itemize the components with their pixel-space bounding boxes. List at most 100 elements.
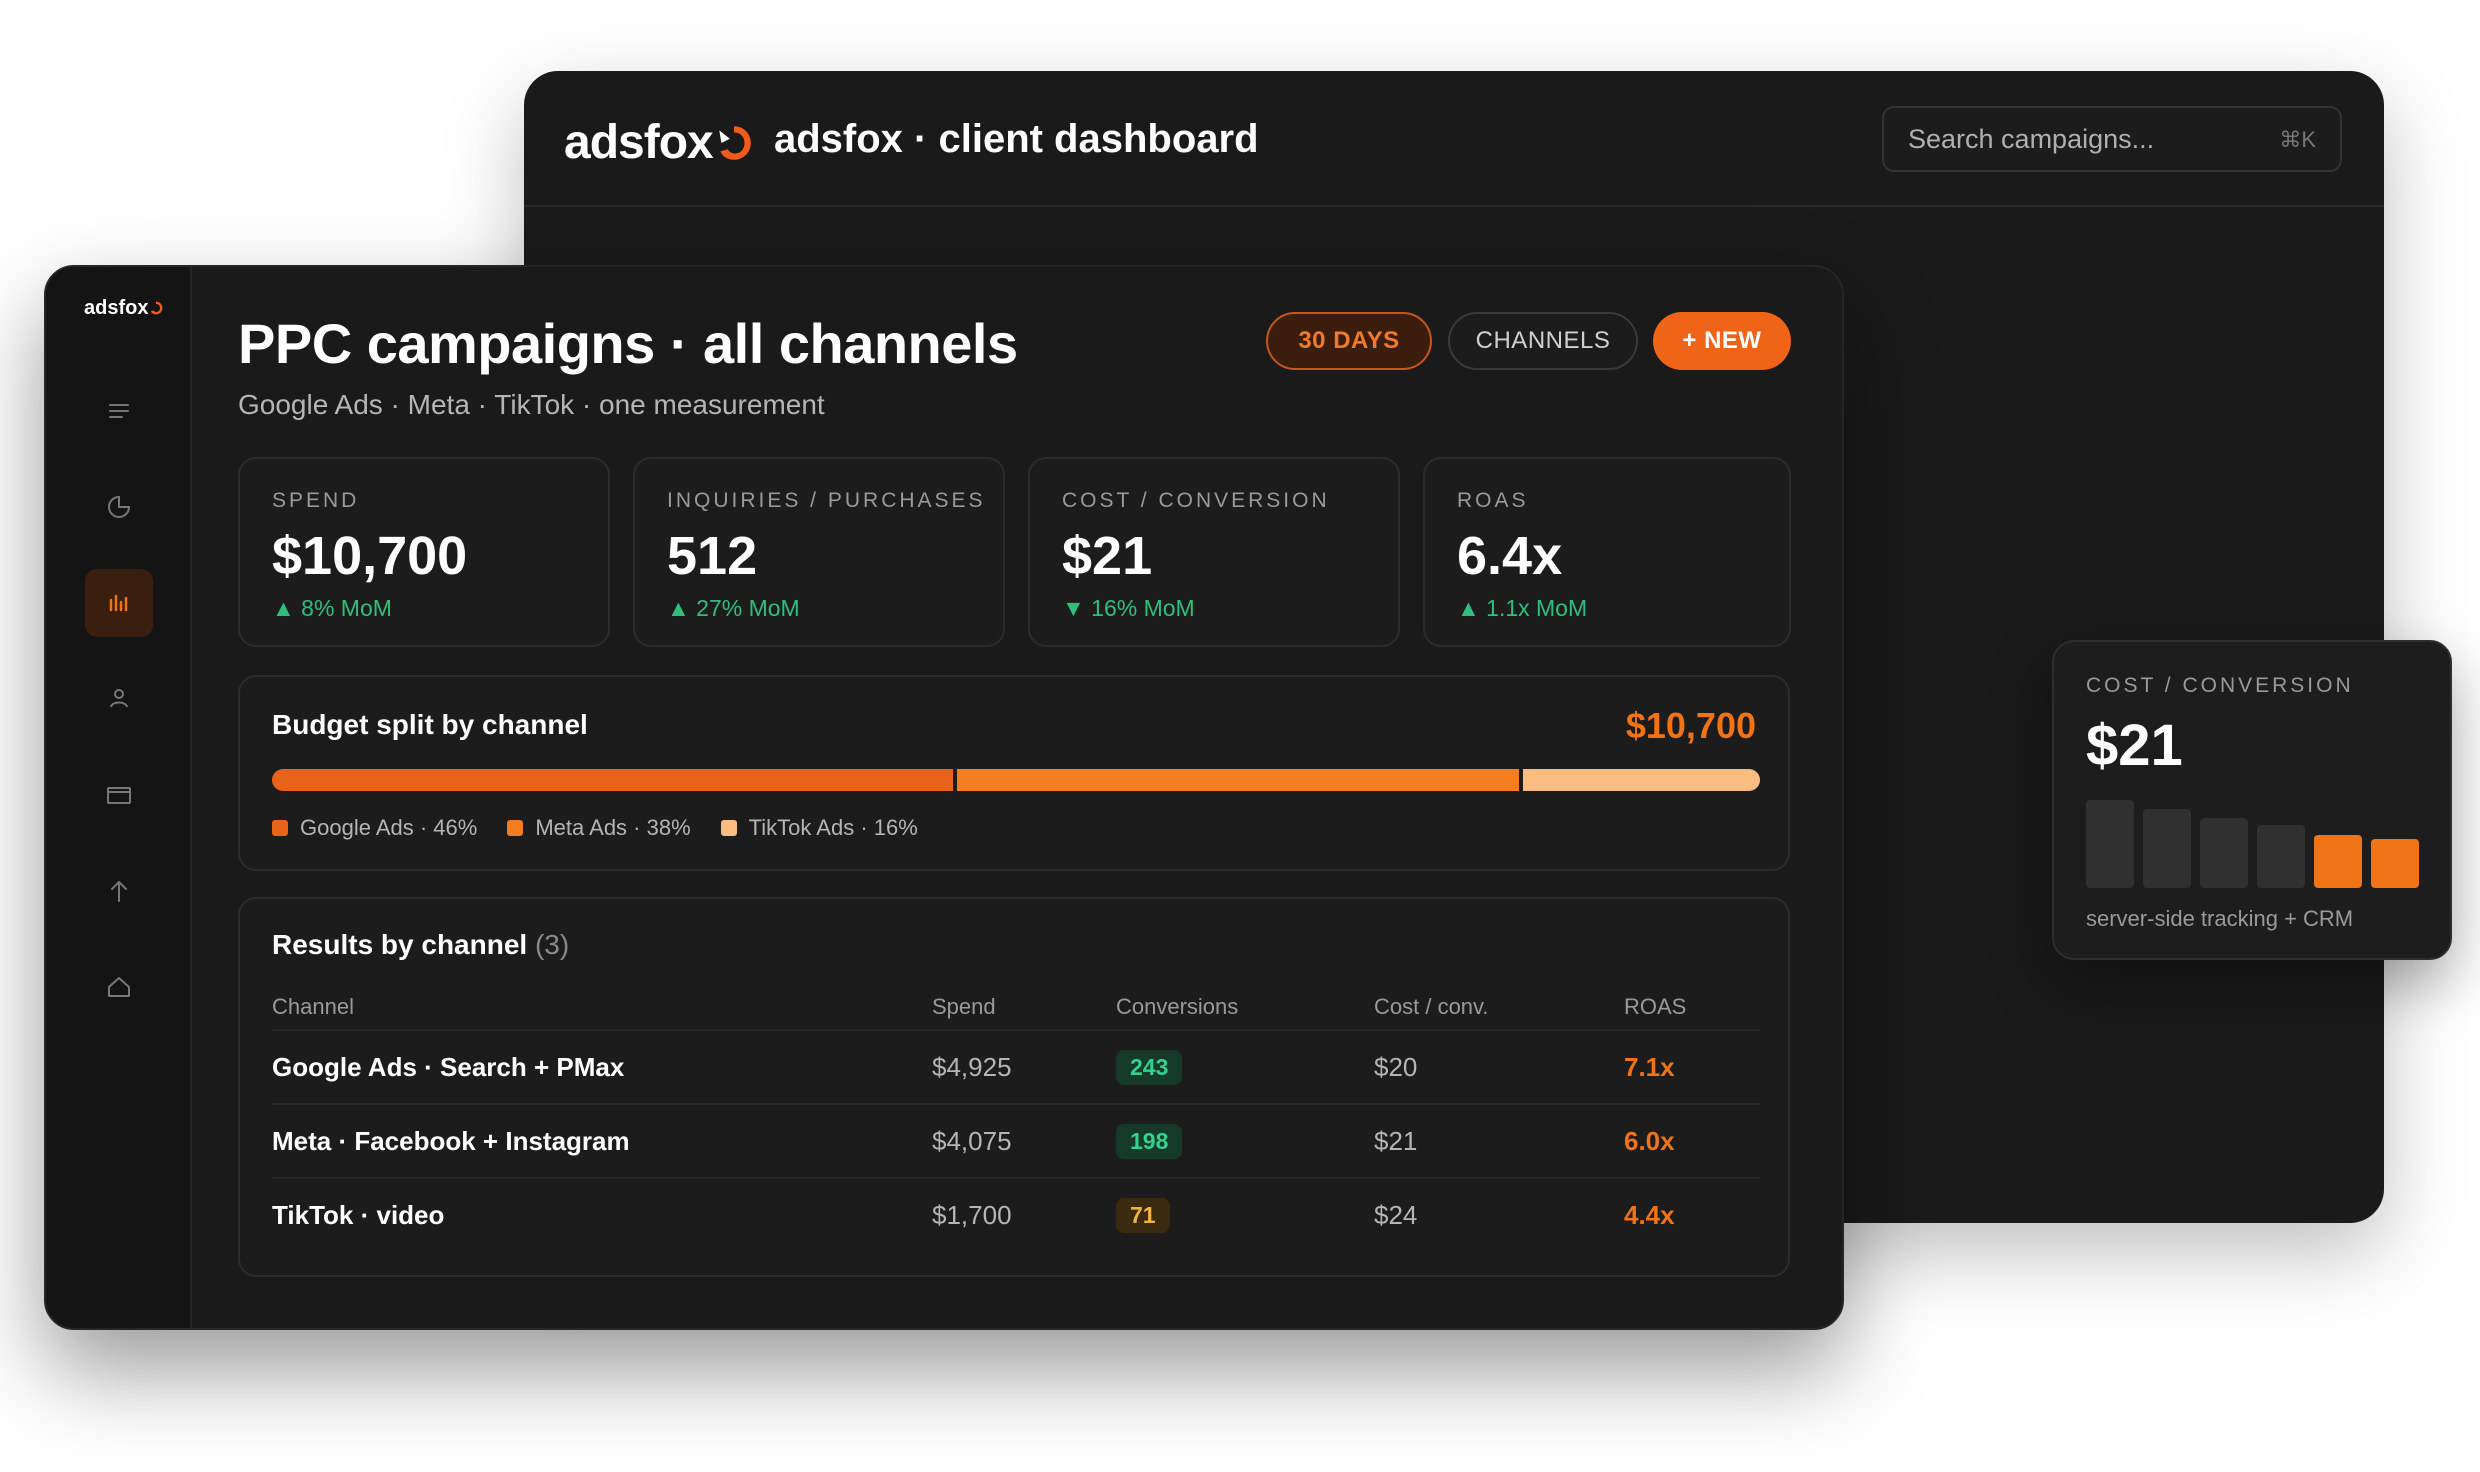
channel-cell: Meta · Facebook + Instagram bbox=[272, 1125, 630, 1156]
kpi-value: 512 bbox=[667, 526, 758, 586]
mini-bar bbox=[2200, 818, 2248, 888]
kpi-card-spend: SPEND $10,700 ▲ 8% MoM bbox=[238, 457, 610, 647]
home-icon bbox=[108, 977, 130, 997]
budget-split-card: Budget split by channel $10,700 Google A… bbox=[238, 675, 1790, 871]
table-row[interactable]: TikTok · video $1,700 71 $24 4.4x bbox=[272, 1177, 1760, 1251]
kpi-delta: ▲ 1.1x MoM bbox=[1457, 595, 1588, 621]
mini-bar bbox=[2086, 800, 2134, 888]
kpi-card-conversions: INQUIRIES / PURCHASES 512 ▲ 27% MoM bbox=[633, 457, 1005, 647]
budget-stacked-bar bbox=[272, 769, 1760, 791]
page-subtitle: Google Ads · Meta · TikTok · one measure… bbox=[238, 389, 825, 420]
main-content: PPC campaigns · all channels Google Ads … bbox=[192, 267, 1842, 1328]
sidebar-item-campaigns[interactable] bbox=[85, 569, 153, 637]
table-row[interactable]: Google Ads · Search + PMax $4,925 243 $2… bbox=[272, 1029, 1760, 1103]
sidebar-logo[interactable]: adsfox bbox=[84, 297, 164, 320]
budget-segment[interactable] bbox=[272, 769, 953, 791]
front-window: adsfox PPC campaigns · all channels Goog… bbox=[44, 265, 1844, 1330]
spend-cell: $4,075 bbox=[932, 1125, 1012, 1156]
legend-item: Meta Ads · 38% bbox=[507, 815, 691, 841]
roas-cell: 7.1x bbox=[1624, 1051, 1675, 1082]
kpi-card-roas: ROAS 6.4x ▲ 1.1x MoM bbox=[1423, 457, 1791, 647]
bar-chart-icon bbox=[109, 594, 128, 612]
mini-bar bbox=[2371, 839, 2419, 888]
results-card: Results by channel (3) Channel Spend Con… bbox=[238, 897, 1790, 1277]
card-icon bbox=[107, 787, 131, 804]
adsfox-logo[interactable]: adsfox bbox=[564, 115, 755, 170]
cost-cell: $24 bbox=[1374, 1199, 1418, 1230]
kpi-label: SPEND bbox=[272, 489, 360, 512]
logo-text: adsfox bbox=[564, 116, 714, 169]
fox-logo-icon bbox=[719, 126, 751, 160]
budget-segment[interactable] bbox=[956, 769, 1520, 791]
budget-legend: Google Ads · 46% Meta Ads · 38% TikTok Ads… bbox=[272, 815, 918, 841]
results-title-text: Results by channel bbox=[272, 929, 528, 960]
roas-cell: 6.0x bbox=[1624, 1125, 1675, 1156]
page-title: PPC campaigns · all channels bbox=[238, 312, 1018, 375]
conversions-badge: 198 bbox=[1116, 1123, 1183, 1159]
kpi-label: INQUIRIES / PURCHASES bbox=[667, 489, 986, 512]
card-value: $21 bbox=[2086, 713, 2183, 778]
search-shortcut: ⌘K bbox=[2279, 127, 2316, 152]
channel-cell: TikTok · video bbox=[272, 1199, 445, 1230]
legend-swatch bbox=[272, 820, 288, 836]
legend-item: TikTok Ads · 16% bbox=[720, 815, 918, 841]
sidebar-item-export[interactable] bbox=[85, 857, 153, 925]
conversions-badge: 71 bbox=[1116, 1197, 1170, 1233]
column-header[interactable]: Channel bbox=[272, 994, 354, 1019]
conversions-cell: 71 bbox=[1116, 1179, 1170, 1251]
search-box[interactable]: ⌘K bbox=[1882, 106, 2342, 172]
fox-logo-icon bbox=[151, 301, 163, 315]
kpi-value: $10,700 bbox=[272, 526, 468, 586]
results-title: Results by channel (3) bbox=[272, 929, 569, 961]
spend-cell: $4,925 bbox=[932, 1051, 1012, 1082]
conversions-badge: 243 bbox=[1116, 1049, 1183, 1085]
roas-cell: 4.4x bbox=[1624, 1199, 1675, 1230]
sidebar-item-analytics[interactable] bbox=[85, 473, 153, 541]
date-range-button[interactable]: 30 DAYS bbox=[1266, 312, 1432, 370]
menu-icon bbox=[109, 404, 129, 418]
back-window-header: adsfox adsfox · client dashboard ⌘K bbox=[524, 71, 2384, 207]
cost-cell: $21 bbox=[1374, 1125, 1418, 1156]
kpi-label: COST / CONVERSION bbox=[1062, 489, 1330, 512]
budget-title: Budget split by channel bbox=[272, 709, 588, 740]
arrow-up-icon bbox=[111, 880, 127, 902]
column-header[interactable]: Cost / conv. bbox=[1374, 994, 1489, 1019]
kpi-value: $21 bbox=[1062, 526, 1153, 586]
legend-swatch bbox=[720, 820, 737, 836]
mini-bar bbox=[2257, 825, 2305, 888]
spend-cell: $1,700 bbox=[932, 1199, 1012, 1230]
new-campaign-button[interactable]: + NEW bbox=[1653, 312, 1791, 370]
column-header[interactable]: Spend bbox=[932, 994, 996, 1019]
mini-bar bbox=[2314, 835, 2362, 888]
column-header[interactable]: ROAS bbox=[1624, 994, 1687, 1019]
legend-swatch bbox=[507, 820, 524, 836]
kpi-delta: ▲ 27% MoM bbox=[667, 595, 800, 621]
kpi-delta: ▼ 16% MoM bbox=[1062, 595, 1195, 621]
cost-cell: $20 bbox=[1374, 1051, 1418, 1082]
column-header[interactable]: Conversions bbox=[1116, 994, 1239, 1019]
mini-bar bbox=[2143, 809, 2191, 888]
sidebar-item-home[interactable] bbox=[85, 953, 153, 1021]
user-icon bbox=[110, 689, 128, 708]
kpi-delta: ▲ 8% MoM bbox=[272, 595, 392, 621]
cost-per-conversion-card: COST / CONVERSION $21 server-side tracki… bbox=[2052, 640, 2452, 960]
sidebar-item-billing[interactable] bbox=[85, 761, 153, 829]
results-count: (3) bbox=[534, 929, 570, 960]
sidebar: adsfox bbox=[46, 267, 192, 1328]
table-row[interactable]: Meta · Facebook + Instagram $4,075 198 $… bbox=[272, 1103, 1760, 1177]
sidebar-item-menu[interactable] bbox=[85, 377, 153, 445]
kpi-card-cost-per-conversion: COST / CONVERSION $21 ▼ 16% MoM bbox=[1028, 457, 1400, 647]
channel-cell: Google Ads · Search + PMax bbox=[272, 1051, 625, 1082]
legend-item: Google Ads · 46% bbox=[272, 815, 477, 841]
mini-bar-chart bbox=[2086, 800, 2420, 888]
conversions-cell: 243 bbox=[1116, 1031, 1183, 1103]
card-footer: server-side tracking + CRM bbox=[2086, 906, 2354, 931]
legend-label: TikTok Ads · 16% bbox=[748, 815, 918, 840]
kpi-label: ROAS bbox=[1457, 489, 1529, 512]
window-title: adsfox · client dashboard bbox=[774, 117, 1259, 161]
logo-text: adsfox bbox=[84, 297, 149, 319]
search-input[interactable] bbox=[1908, 108, 2268, 170]
channels-button[interactable]: CHANNELS bbox=[1448, 312, 1638, 370]
budget-segment[interactable] bbox=[1523, 769, 1760, 791]
sidebar-item-users[interactable] bbox=[85, 665, 153, 733]
